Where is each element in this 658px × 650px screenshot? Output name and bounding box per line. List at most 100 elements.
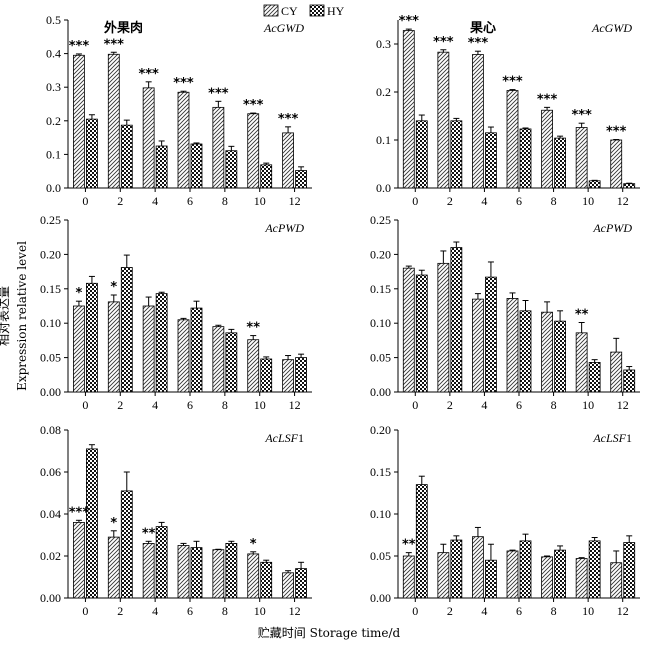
x-tick-label: 4 [152, 604, 158, 618]
x-tick-label: 8 [222, 604, 228, 618]
significance-marker: *** [433, 35, 454, 50]
bar-cy [142, 305, 155, 393]
y-tick-label: 0.25 [40, 213, 61, 227]
y-axis-title-cn: 相对表达量 [0, 286, 11, 347]
x-tick-label: 12 [289, 398, 301, 412]
x-tick-label: 0 [82, 604, 88, 618]
bar-cy [107, 536, 120, 599]
legend-cy-label: CY [281, 4, 298, 18]
bar-cy [142, 87, 155, 189]
bar-hy [415, 274, 428, 393]
significance-marker: *** [399, 14, 420, 29]
gene-label: AcPWD [592, 221, 632, 235]
bar-cy [402, 30, 415, 189]
bar-cy [541, 109, 553, 189]
bar-cy [402, 267, 415, 393]
y-tick-label: 0.02 [40, 549, 61, 563]
x-tick-label: 10 [582, 398, 594, 412]
x-tick-label: 10 [582, 194, 594, 208]
x-axis-title: 贮藏时间 Storage time/d [257, 626, 401, 640]
y-tick-label: 0.10 [370, 507, 391, 521]
bar-hy [485, 559, 497, 599]
y-tick-label: 0.08 [40, 423, 61, 437]
legend-hy-swatch [309, 4, 325, 17]
bar-hy [519, 128, 532, 189]
bar-hy [86, 448, 98, 599]
significance-marker: *** [606, 125, 627, 140]
y-tick-label: 0.20 [370, 247, 391, 261]
bar-hy [485, 132, 497, 189]
x-tick-label: 4 [481, 398, 487, 412]
x-tick-label: 6 [516, 194, 522, 208]
significance-marker: * [110, 516, 117, 531]
x-tick-label: 8 [551, 398, 557, 412]
chart-panel-5: 0.00 0.02 0.04 0.06 0.08 AcLSF1 0 *** 2 * 4 ** 6 8 10 *… [40, 423, 312, 618]
bar-cy [437, 552, 450, 599]
bar-hy [450, 539, 463, 599]
x-tick-label: 6 [516, 604, 522, 618]
legend-hy-label: HY [327, 4, 345, 18]
chart-panel-3: 0.00 0.05 0.10 0.15 0.20 0.25 AcPWD 0 * 2 * 4 6 8 10 **… [40, 213, 312, 412]
bar-hy [155, 526, 168, 599]
x-tick-label: 2 [117, 398, 123, 412]
x-tick-label: 2 [447, 194, 453, 208]
x-tick-label: 8 [551, 604, 557, 618]
significance-marker: *** [243, 98, 264, 113]
y-tick-label: 0.1 [46, 147, 61, 161]
significance-marker: *** [468, 36, 489, 51]
gene-label: AcLSF1 [592, 431, 632, 445]
bar-cy [282, 132, 294, 189]
x-tick-label: 8 [222, 194, 228, 208]
x-tick-label: 8 [222, 398, 228, 412]
bar-hy [190, 547, 203, 599]
x-tick-label: 0 [412, 194, 418, 208]
x-tick-label: 8 [551, 194, 557, 208]
bar-cy [282, 572, 294, 599]
y-tick-label: 0.15 [40, 282, 61, 296]
bar-hy [519, 540, 532, 599]
bar-cy [177, 319, 190, 393]
legend: CY HY [263, 4, 345, 18]
bar-cy [73, 54, 85, 189]
bar-hy [554, 137, 566, 189]
y-tick-label: 0.00 [40, 385, 61, 399]
bar-hy [295, 357, 307, 393]
significance-marker: *** [208, 86, 229, 101]
x-tick-label: 6 [187, 398, 193, 412]
x-tick-label: 2 [447, 604, 453, 618]
y-tick-label: 0.15 [370, 465, 391, 479]
y-tick-label: 0.00 [370, 591, 391, 605]
y-tick-label: 0.2 [376, 85, 391, 99]
bar-hy [155, 145, 168, 189]
significance-marker: *** [278, 112, 299, 127]
bar-cy [610, 351, 623, 393]
bar-hy [86, 118, 98, 189]
significance-marker: *** [69, 39, 90, 54]
bar-cy [472, 536, 484, 599]
x-tick-label: 0 [82, 194, 88, 208]
bar-cy [506, 298, 519, 393]
bar-hy [225, 150, 238, 189]
bar-hy [554, 320, 566, 393]
bar-hy [450, 120, 463, 189]
bar-hy [120, 490, 133, 599]
chart-panel-2: 0.0 0.1 0.2 0.3 AcGWD 0 *** 2 *** 4 *** 6 *** 8 *** 10 *… [376, 14, 640, 208]
bar-hy [120, 124, 133, 189]
bar-cy [575, 332, 588, 393]
significance-marker: *** [69, 505, 90, 520]
bar-hy [415, 120, 428, 189]
bar-cy [506, 550, 519, 599]
bar-hy [623, 369, 636, 393]
y-tick-label: 0.20 [370, 423, 391, 437]
bar-cy [73, 305, 85, 393]
y-tick-label: 0.25 [370, 213, 391, 227]
y-tick-label: 0.10 [370, 316, 391, 330]
significance-marker: ** [575, 308, 589, 323]
bar-hy [519, 310, 532, 393]
bar-hy [260, 561, 273, 599]
y-tick-label: 0.0 [46, 181, 61, 195]
x-tick-label: 12 [289, 194, 301, 208]
bar-cy [541, 311, 553, 393]
bar-cy [575, 127, 588, 189]
bar-cy [247, 339, 260, 393]
